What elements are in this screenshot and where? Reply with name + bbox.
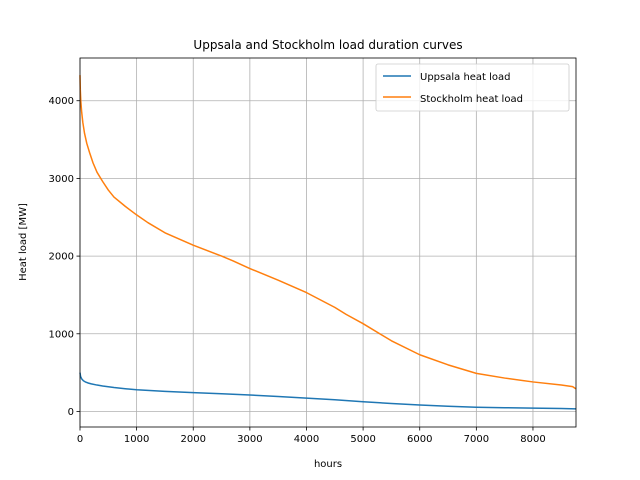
grid xyxy=(79,58,576,427)
chart-title: Uppsala and Stockholm load duration curv… xyxy=(193,38,462,52)
x-axis-label: hours xyxy=(314,459,342,470)
x-tick-label: 2000 xyxy=(181,434,206,445)
legend-label-uppsala: Uppsala heat load xyxy=(420,72,511,83)
y-tick-label: 1000 xyxy=(49,329,74,340)
axis-ticks: 0 1000 2000 3000 4000 5000 6000 7000 8000 0 1000 20… xyxy=(49,96,546,445)
plot-frame xyxy=(79,57,577,428)
x-tick-label: 0 xyxy=(77,434,83,445)
y-tick-label: 2000 xyxy=(49,252,74,263)
series-lines xyxy=(79,75,577,410)
x-tick-label: 4000 xyxy=(294,434,319,445)
legend-box xyxy=(375,63,570,112)
y-tick-label: 4000 xyxy=(49,96,74,107)
uppsala-heat-load-line xyxy=(79,372,577,410)
x-tick-label: 6000 xyxy=(407,434,432,445)
x-tick-label: 1000 xyxy=(124,434,149,445)
y-axis-label: Heat load [MW] xyxy=(18,203,29,281)
y-tick-label: 0 xyxy=(68,407,74,418)
stockholm-heat-load-line xyxy=(79,75,577,390)
y-tick-label: 3000 xyxy=(49,174,74,185)
legend: Uppsala heat load Stockholm heat load xyxy=(375,63,570,112)
x-tick-label: 3000 xyxy=(237,434,262,445)
x-tick-label: 5000 xyxy=(350,434,375,445)
x-tick-label: 8000 xyxy=(520,434,545,445)
x-tick-label: 7000 xyxy=(464,434,489,445)
legend-label-stockholm: Stockholm heat load xyxy=(420,94,523,105)
